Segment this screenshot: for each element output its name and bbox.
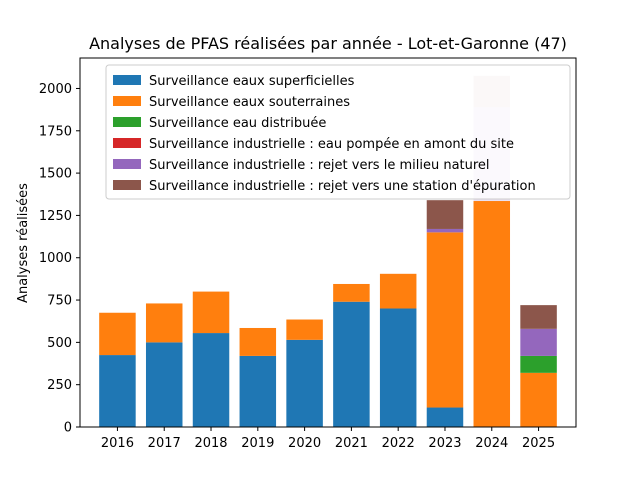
legend-entry-1: Surveillance eaux souterraines xyxy=(149,95,350,110)
bar-2021-series-1 xyxy=(333,283,370,302)
bar-2020-series-0 xyxy=(286,339,323,427)
bar-2016-series-0 xyxy=(99,355,136,427)
y-tick-label: 1250 xyxy=(39,209,72,224)
legend: Surveillance eaux superficielles Surveill… xyxy=(105,64,571,200)
bar-2025-series-2 xyxy=(520,355,557,373)
x-tick-label: 2025 xyxy=(522,436,555,451)
x-tick-label: 2020 xyxy=(288,436,321,451)
legend-swatch-3 xyxy=(113,138,141,148)
legend-entry-0: Surveillance eaux superficielles xyxy=(149,74,355,89)
bar-2019-series-0 xyxy=(239,355,277,427)
legend-swatch-2 xyxy=(113,117,141,127)
bar-2025-series-5 xyxy=(520,305,557,329)
y-tick-label: 500 xyxy=(47,336,72,351)
chart-title: Analyses de PFAS réalisées par année - L… xyxy=(89,34,567,53)
y-tick-label: 2000 xyxy=(39,82,72,97)
x-tick-label: 2016 xyxy=(101,436,134,451)
bar-2022-series-0 xyxy=(379,308,417,427)
x-tick-label: 2017 xyxy=(148,436,181,451)
bar-2021-series-0 xyxy=(333,301,370,427)
legend-entry-5: Surveillance industrielle : rejet vers u… xyxy=(149,179,536,194)
axes-group: 0 250 500 750 1000 1250 1500 1750 2000 2016 2017 20… xyxy=(39,57,577,451)
x-tick-label: 2019 xyxy=(241,436,274,451)
bar-2017-series-0 xyxy=(145,342,183,427)
legend-entry-3: Surveillance industrielle : eau pompée e… xyxy=(149,137,514,152)
bar-2023-series-5 xyxy=(426,200,464,229)
x-tick-label: 2018 xyxy=(194,436,227,451)
legend-box xyxy=(105,64,571,200)
bar-2025-series-4 xyxy=(520,328,557,356)
bar-2023-series-4 xyxy=(426,228,464,233)
legend-swatch-1 xyxy=(113,96,141,106)
legend-entry-4: Surveillance industrielle : rejet vers l… xyxy=(149,158,490,173)
bar-2020-series-1 xyxy=(286,319,323,340)
y-tick-label: 250 xyxy=(47,378,72,393)
y-tick-label: 0 xyxy=(64,421,72,436)
bar-2018-series-0 xyxy=(192,333,230,427)
bar-2019-series-1 xyxy=(239,327,277,356)
bar-2024-series-1 xyxy=(473,201,511,427)
bar-2025-series-1 xyxy=(520,372,557,427)
y-tick-label: 750 xyxy=(47,294,72,309)
bar-2016-series-1 xyxy=(99,312,136,356)
x-tick-label: 2021 xyxy=(335,436,368,451)
legend-swatch-0 xyxy=(113,75,141,85)
bar-2022-series-1 xyxy=(379,273,417,309)
y-tick-label: 1500 xyxy=(39,167,72,182)
y-axis-label: Analyses réalisées xyxy=(16,183,31,303)
bar-2023-series-1 xyxy=(426,232,464,408)
plot-frame xyxy=(79,57,577,428)
bar-2018-series-1 xyxy=(192,291,230,334)
legend-swatch-5 xyxy=(113,180,141,190)
x-tick-label: 2022 xyxy=(382,436,415,451)
y-tick-label: 1750 xyxy=(39,124,72,139)
bar-2017-series-1 xyxy=(145,303,183,343)
legend-entry-2: Surveillance eau distribuée xyxy=(149,116,326,131)
legend-swatch-4 xyxy=(113,159,141,169)
x-tick-label: 2024 xyxy=(475,436,508,451)
y-tick-label: 1000 xyxy=(39,251,72,266)
bar-2023-series-0 xyxy=(426,407,464,427)
x-tick-label: 2023 xyxy=(428,436,461,451)
